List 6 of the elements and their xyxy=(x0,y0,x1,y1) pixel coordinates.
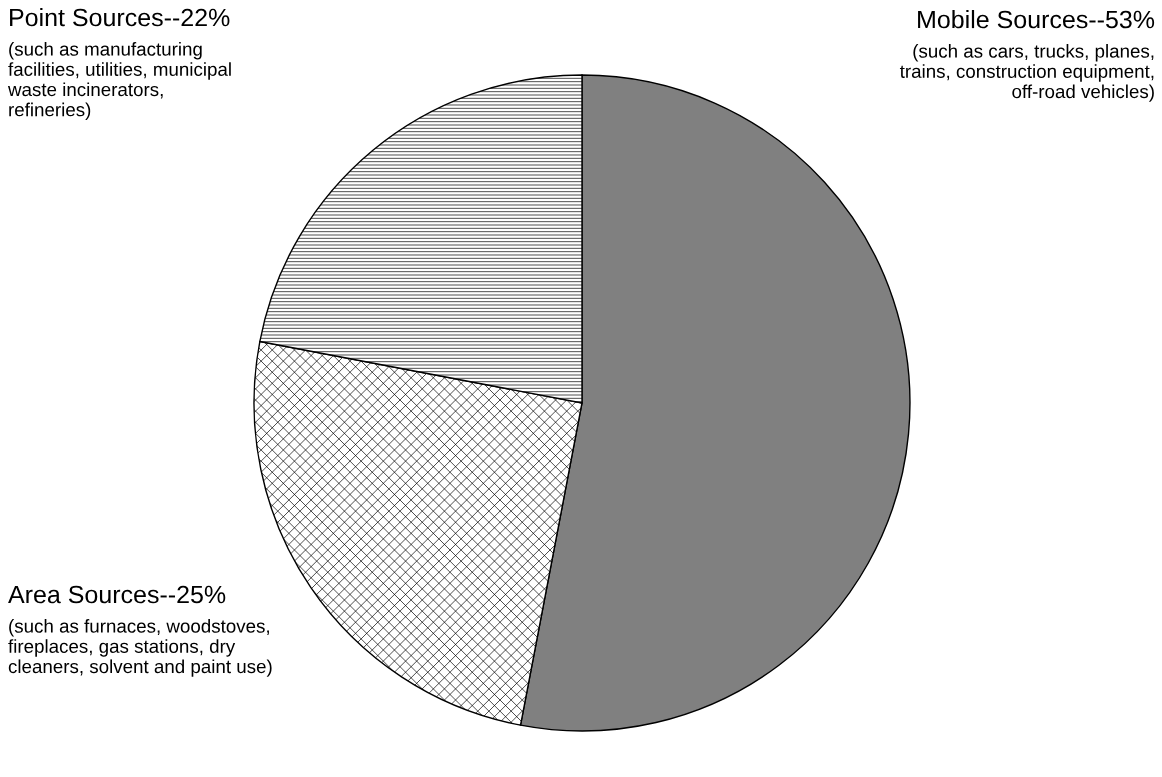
slice-label: Mobile Sources--53% xyxy=(918,10,1155,29)
text: (such as manufacturing facilities, utilities, municipal waste incinerators, refineries) xyxy=(7,42,231,121)
slice-label: Area Sources--25% xyxy=(8,585,226,604)
text: (such as furnaces, woodstoves, fireplaces, gas stations, dry cleaners, solvent and paint use) xyxy=(8,619,272,677)
text: (such as cars, trucks, planes, trains, construction equipment, off-road vehicles) xyxy=(899,44,1154,102)
slice-label: Point Sources--22% xyxy=(10,8,230,27)
